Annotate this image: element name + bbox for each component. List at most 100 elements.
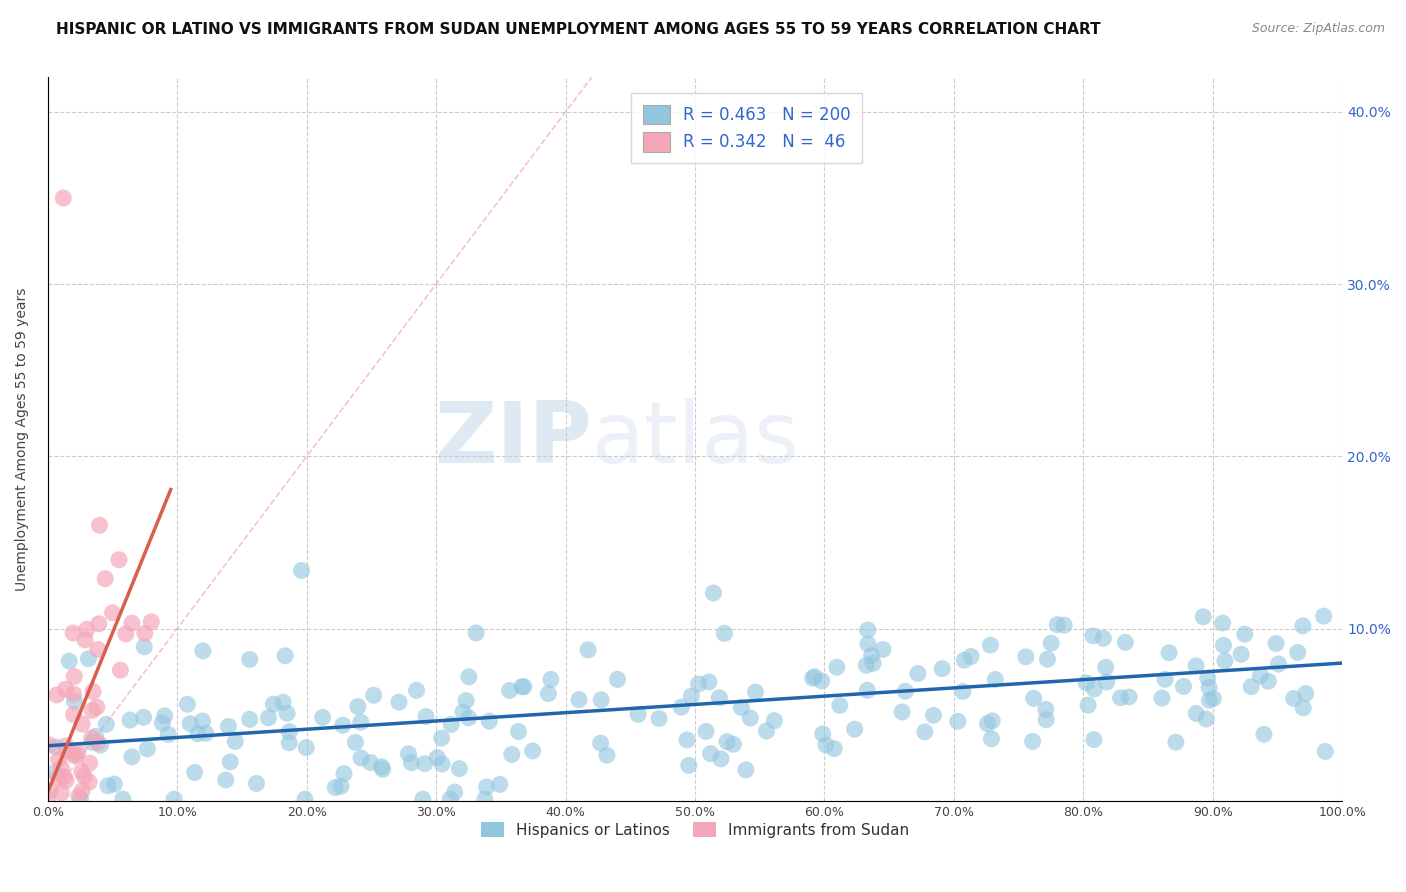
Point [976, 716, 998, 731]
Point [1257, 674, 1279, 689]
Point [478, 714, 501, 729]
Point [716, 735, 738, 749]
Point [194, 726, 217, 740]
Point [1021, 734, 1043, 748]
Point [1233, 627, 1256, 641]
Point [1092, 632, 1115, 646]
Point [540, 673, 562, 687]
Point [51, 786, 73, 800]
Point [108, 553, 131, 567]
Point [257, 711, 280, 725]
Point [1240, 680, 1263, 694]
Point [405, 683, 427, 698]
Point [1173, 680, 1195, 694]
Point [856, 637, 879, 651]
Point [329, 779, 352, 793]
Point [451, 705, 474, 719]
Point [730, 700, 752, 714]
Point [671, 700, 693, 714]
Point [755, 724, 778, 739]
Point [931, 662, 953, 676]
Point [430, 756, 453, 771]
Point [1195, 712, 1218, 726]
Point [430, 731, 453, 745]
Point [38, 738, 60, 752]
Point [67, 789, 90, 803]
Point [591, 693, 613, 707]
Point [55, 773, 77, 788]
Point [239, 712, 262, 726]
Point [77, 775, 100, 789]
Point [63, 748, 86, 763]
Point [245, 776, 267, 790]
Point [1035, 713, 1057, 727]
Point [1202, 691, 1225, 706]
Point [984, 673, 1007, 687]
Point [1157, 646, 1180, 660]
Point [215, 772, 238, 787]
Point [344, 735, 367, 749]
Point [80, 704, 103, 718]
Point [449, 762, 471, 776]
Point [370, 760, 392, 774]
Point [803, 670, 825, 684]
Point [860, 648, 883, 663]
Point [907, 666, 929, 681]
Point [922, 708, 945, 723]
Point [187, 727, 209, 741]
Point [697, 674, 720, 689]
Point [278, 736, 301, 750]
Point [163, 792, 186, 806]
Point [37, 792, 59, 806]
Point [274, 648, 297, 663]
Point [856, 683, 879, 698]
Point [55, 744, 77, 758]
Point [114, 627, 136, 641]
Point [62, 687, 84, 701]
Point [239, 652, 262, 666]
Point [946, 714, 969, 729]
Point [1095, 675, 1118, 690]
Point [153, 708, 176, 723]
Point [811, 727, 834, 741]
Point [371, 762, 394, 776]
Point [606, 673, 628, 687]
Point [183, 765, 205, 780]
Point [1040, 636, 1063, 650]
Point [271, 695, 294, 709]
Point [141, 615, 163, 629]
Point [121, 750, 143, 764]
Point [63, 694, 86, 708]
Point [596, 748, 619, 763]
Text: Source: ZipAtlas.com: Source: ZipAtlas.com [1251, 22, 1385, 36]
Point [70, 717, 93, 731]
Point [1212, 639, 1234, 653]
Point [763, 714, 786, 728]
Point [110, 663, 132, 677]
Point [1036, 652, 1059, 666]
Point [132, 710, 155, 724]
Point [48, 753, 70, 767]
Point [44, 765, 66, 780]
Point [723, 737, 745, 751]
Point [295, 740, 318, 755]
Point [568, 692, 591, 706]
Point [1081, 629, 1104, 643]
Point [1312, 609, 1334, 624]
Point [979, 638, 1001, 652]
Point [87, 616, 110, 631]
Point [648, 712, 671, 726]
Point [75, 632, 97, 647]
Point [80, 731, 103, 745]
Point [191, 714, 214, 728]
Point [76, 622, 98, 636]
Point [263, 697, 285, 711]
Text: ZIP: ZIP [433, 398, 592, 481]
Point [801, 671, 824, 685]
Point [513, 680, 536, 694]
Point [695, 724, 717, 739]
Point [1035, 702, 1057, 716]
Point [350, 751, 373, 765]
Point [388, 695, 411, 709]
Point [118, 713, 141, 727]
